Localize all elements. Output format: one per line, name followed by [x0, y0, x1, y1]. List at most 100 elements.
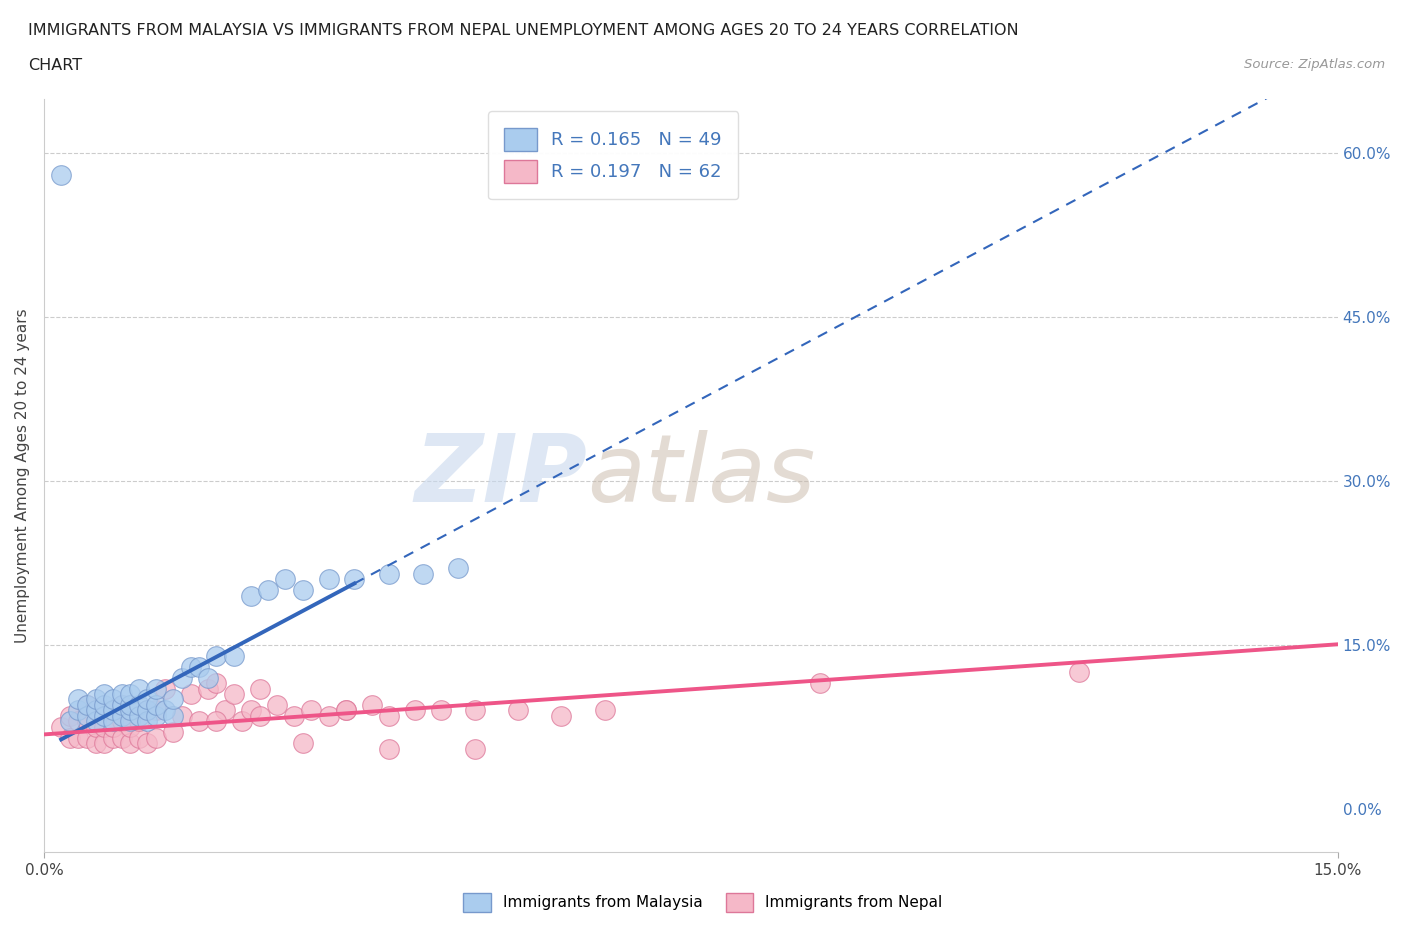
Point [464, 741, 486, 756]
Point [283, 709, 305, 724]
Point [266, 698, 288, 712]
Point [808, 675, 831, 690]
Point [84, 703, 107, 718]
Point [84, 736, 107, 751]
Point [145, 681, 167, 696]
Point [429, 703, 451, 718]
Point [93, 686, 115, 701]
Point [136, 703, 159, 718]
Point [120, 719, 142, 734]
Point [84, 703, 107, 718]
Point [59, 709, 82, 724]
Point [67, 703, 90, 718]
Point [360, 698, 382, 712]
Point [299, 703, 322, 718]
Point [101, 719, 124, 734]
Point [76, 698, 98, 712]
Point [222, 648, 245, 663]
Point [110, 698, 132, 712]
Point [110, 730, 132, 745]
Point [136, 703, 159, 718]
Point [101, 692, 124, 707]
Point [110, 709, 132, 724]
Point [249, 681, 271, 696]
Point [222, 686, 245, 701]
Point [593, 703, 616, 718]
Point [120, 736, 142, 751]
Point [76, 714, 98, 729]
Point [76, 698, 98, 712]
Point [378, 741, 401, 756]
Point [291, 736, 314, 751]
Point [120, 703, 142, 718]
Text: CHART: CHART [28, 58, 82, 73]
Point [145, 698, 167, 712]
Point [343, 572, 366, 587]
Point [180, 659, 202, 674]
Point [180, 686, 202, 701]
Point [120, 714, 142, 729]
Point [59, 714, 82, 729]
Point [239, 703, 262, 718]
Point [231, 714, 253, 729]
Point [120, 686, 142, 701]
Point [84, 692, 107, 707]
Point [257, 583, 280, 598]
Point [162, 724, 184, 739]
Point [1067, 665, 1090, 680]
Point [145, 703, 167, 718]
Point [447, 561, 470, 576]
Point [76, 709, 98, 724]
Y-axis label: Unemployment Among Ages 20 to 24 years: Unemployment Among Ages 20 to 24 years [15, 308, 30, 643]
Point [145, 730, 167, 745]
Point [205, 648, 228, 663]
Point [550, 709, 572, 724]
Point [101, 714, 124, 729]
Point [378, 566, 401, 581]
Point [101, 730, 124, 745]
Point [84, 719, 107, 734]
Point [101, 703, 124, 718]
Point [239, 589, 262, 604]
Text: Source: ZipAtlas.com: Source: ZipAtlas.com [1244, 58, 1385, 71]
Point [145, 709, 167, 724]
Legend: Immigrants from Malaysia, Immigrants from Nepal: Immigrants from Malaysia, Immigrants fro… [457, 887, 949, 918]
Point [170, 709, 193, 724]
Point [128, 681, 150, 696]
Point [205, 714, 228, 729]
Point [93, 698, 115, 712]
Point [249, 709, 271, 724]
Point [49, 719, 72, 734]
Point [162, 709, 184, 724]
Point [404, 703, 426, 718]
Point [110, 698, 132, 712]
Point [188, 714, 211, 729]
Point [120, 698, 142, 712]
Point [128, 698, 150, 712]
Point [378, 709, 401, 724]
Point [136, 736, 159, 751]
Text: ZIP: ZIP [415, 430, 588, 522]
Point [93, 709, 115, 724]
Point [128, 730, 150, 745]
Point [197, 671, 219, 685]
Point [136, 714, 159, 729]
Point [412, 566, 434, 581]
Point [508, 703, 530, 718]
Point [101, 703, 124, 718]
Point [59, 730, 82, 745]
Point [318, 709, 340, 724]
Point [128, 714, 150, 729]
Point [162, 692, 184, 707]
Point [197, 681, 219, 696]
Text: atlas: atlas [588, 430, 815, 521]
Point [93, 736, 115, 751]
Point [136, 692, 159, 707]
Point [188, 659, 211, 674]
Point [120, 703, 142, 718]
Point [128, 709, 150, 724]
Point [335, 703, 357, 718]
Point [67, 692, 90, 707]
Point [153, 681, 176, 696]
Point [76, 730, 98, 745]
